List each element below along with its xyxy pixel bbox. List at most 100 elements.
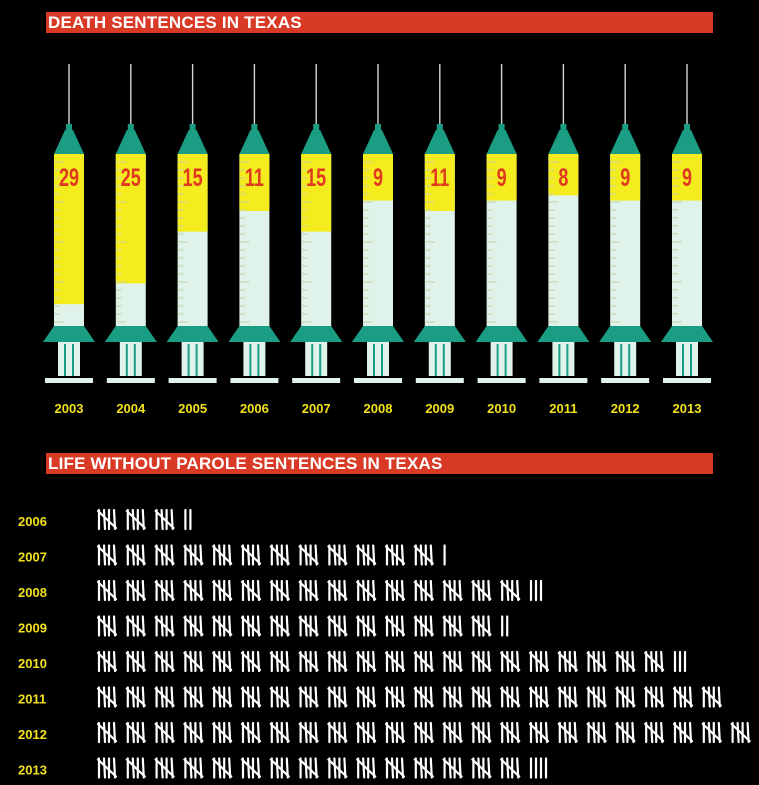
tally-mark [390, 721, 395, 744]
tally-mark [506, 650, 510, 673]
tally-mark [218, 579, 222, 602]
tally-group [183, 615, 204, 637]
year-label-2012: 2012 [611, 401, 640, 416]
syringe-count-label: 11 [430, 163, 449, 192]
syringe-plunger [58, 342, 80, 376]
tally-group [125, 579, 146, 602]
tally-mark [362, 650, 366, 673]
tally-strike [96, 651, 118, 672]
tally-strike [500, 580, 521, 601]
tally-strike [183, 758, 204, 778]
tally-strike [327, 580, 348, 601]
tally-mark [131, 757, 135, 779]
tally-group [557, 686, 578, 708]
tally-mark [131, 650, 135, 673]
tally-group [183, 544, 204, 566]
tally-row-2007: 2007 [18, 544, 446, 566]
tally-strike [356, 651, 377, 672]
tally-strike [96, 580, 118, 601]
syringe-thumb-rest [601, 378, 650, 383]
tally-mark [390, 757, 395, 779]
tally-strike [471, 616, 492, 636]
syringe-collar [166, 326, 219, 342]
syringe-hub [498, 124, 505, 132]
syringe-hub [66, 124, 72, 132]
tally-group [356, 686, 377, 708]
tally-strike [96, 545, 118, 565]
tally-mark [131, 579, 135, 602]
syringe-tip [301, 130, 332, 154]
tally-strike [154, 651, 175, 672]
tally-mark [131, 508, 135, 531]
tally-group [298, 579, 319, 602]
syringe-fill [115, 154, 146, 284]
tally-group [471, 721, 492, 744]
tally-group [500, 686, 521, 708]
tally-group [442, 650, 463, 673]
tally-mark [218, 686, 222, 708]
tally-row-2013: 2013 [18, 757, 548, 779]
tally-group [730, 721, 751, 744]
syringe-2012: 9 2012 [599, 64, 652, 416]
syringe-hub [375, 124, 381, 132]
tally-group [327, 757, 348, 779]
syringe-tip [672, 130, 702, 154]
tally-mark [189, 615, 193, 637]
syringe-hub [251, 124, 258, 132]
tally-mark [333, 721, 337, 744]
syringe-hub [436, 124, 443, 132]
syringe-hub [313, 124, 320, 132]
year-label-2010: 2010 [487, 401, 516, 416]
syringe-collar [104, 326, 157, 342]
syringe-count-label: 25 [121, 163, 141, 192]
tally-strike [384, 758, 406, 778]
syringe-tip [177, 130, 208, 154]
syringe-collar [228, 326, 281, 342]
syringe-count-label: 9 [373, 163, 383, 192]
tally-strike [384, 687, 406, 707]
tally-strike [125, 758, 146, 778]
tally-group [356, 721, 377, 744]
syringe-2011: 8 2011 [537, 64, 590, 416]
syringe-tip [115, 130, 146, 154]
tally-mark [218, 544, 222, 566]
tally-group [413, 757, 434, 779]
tally-strike [356, 758, 377, 778]
tally-mark [333, 757, 337, 779]
tally-group [413, 721, 434, 744]
syringe-thumb-rest [292, 378, 341, 383]
year-label-2006: 2006 [240, 401, 269, 416]
tally-group [500, 650, 521, 673]
tally-group [212, 721, 233, 744]
tally-strike [269, 545, 290, 565]
tally-group [327, 615, 348, 637]
tally-strike [442, 580, 463, 601]
tally-group [240, 615, 262, 637]
tally-group [212, 579, 233, 602]
tally-group [298, 757, 319, 779]
tally-mark [419, 721, 423, 744]
year-label-2008: 2008 [18, 585, 47, 600]
tally-mark [650, 686, 654, 708]
tally-group [327, 686, 348, 708]
tally-strike [96, 509, 118, 530]
tally-strike [644, 722, 665, 743]
tally-strike [442, 722, 463, 743]
tally-mark [160, 615, 164, 637]
tally-strike [154, 580, 175, 601]
tally-mark [189, 579, 193, 602]
tally-group [384, 615, 406, 637]
syringe-thumb-rest [106, 378, 155, 383]
year-label-2008: 2008 [364, 401, 393, 416]
tally-group [471, 615, 492, 637]
tally-strike [413, 580, 434, 601]
tally-mark [448, 686, 452, 708]
tally-strike [212, 616, 233, 636]
syringe-2003: 29 2003 [43, 64, 95, 416]
tally-strike [500, 722, 521, 743]
tally-group [644, 686, 665, 708]
syringe-tip [548, 130, 579, 154]
tally-mark [592, 686, 596, 708]
tally-strike [413, 722, 434, 743]
tally-mark [362, 686, 366, 708]
